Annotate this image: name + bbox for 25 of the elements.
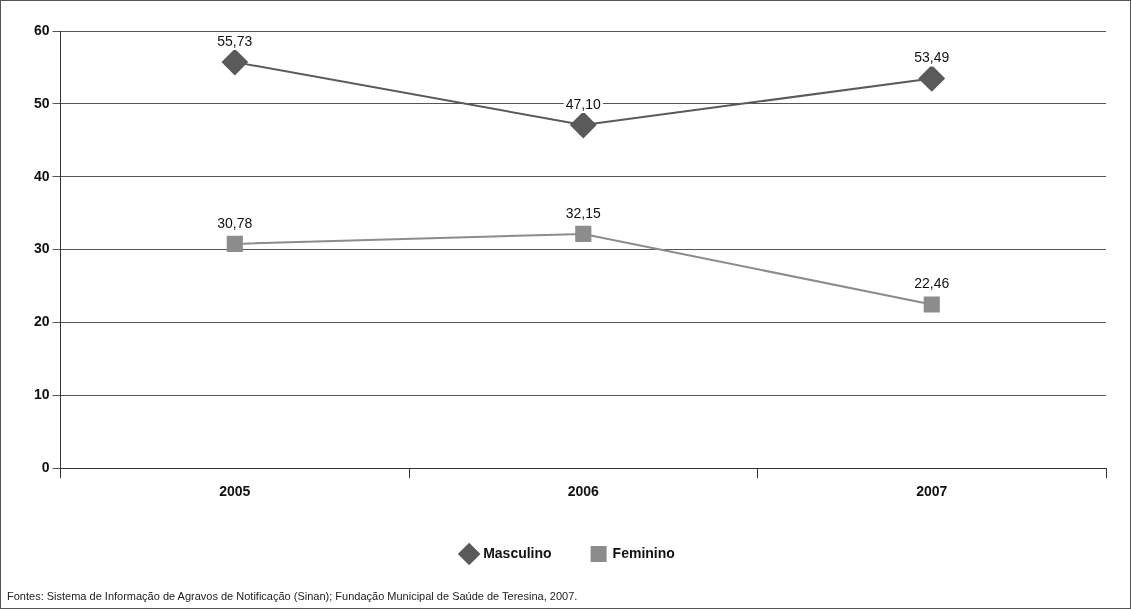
data-label: 32,15 (565, 204, 602, 221)
point (226, 235, 243, 252)
point (575, 225, 592, 243)
legend-label: Feminino (612, 544, 675, 561)
data-label: 22,46 (914, 275, 950, 292)
point (918, 65, 945, 92)
point (923, 296, 940, 313)
legend-label: Masculino (483, 544, 552, 561)
source-note: Fontes: Sistema de Informação de Agravos de Notificação (Sinan); Fundação Municipal de Saúde de Teresina, 2007. (7, 590, 578, 602)
x-tick-label: 2007 (916, 483, 948, 500)
point (221, 49, 248, 76)
x-tick-label: 2006 (567, 483, 600, 500)
y-tick-label: 20 (33, 313, 50, 330)
y-tick-label: 40 (33, 167, 50, 184)
data-label: 30,78 (217, 214, 253, 231)
x-tick-label: 2005 (219, 483, 251, 500)
y-tick-label: 30 (33, 240, 50, 257)
data-label: 47,10 (565, 95, 602, 112)
point (570, 112, 597, 138)
y-tick-label: 0 (41, 459, 50, 476)
y-tick-label: 10 (33, 386, 50, 403)
y-tick-label: 50 (33, 94, 50, 111)
data-label: 53,49 (914, 49, 950, 66)
data-label: 55,73 (217, 32, 253, 49)
y-tick-label: 60 (33, 21, 50, 38)
